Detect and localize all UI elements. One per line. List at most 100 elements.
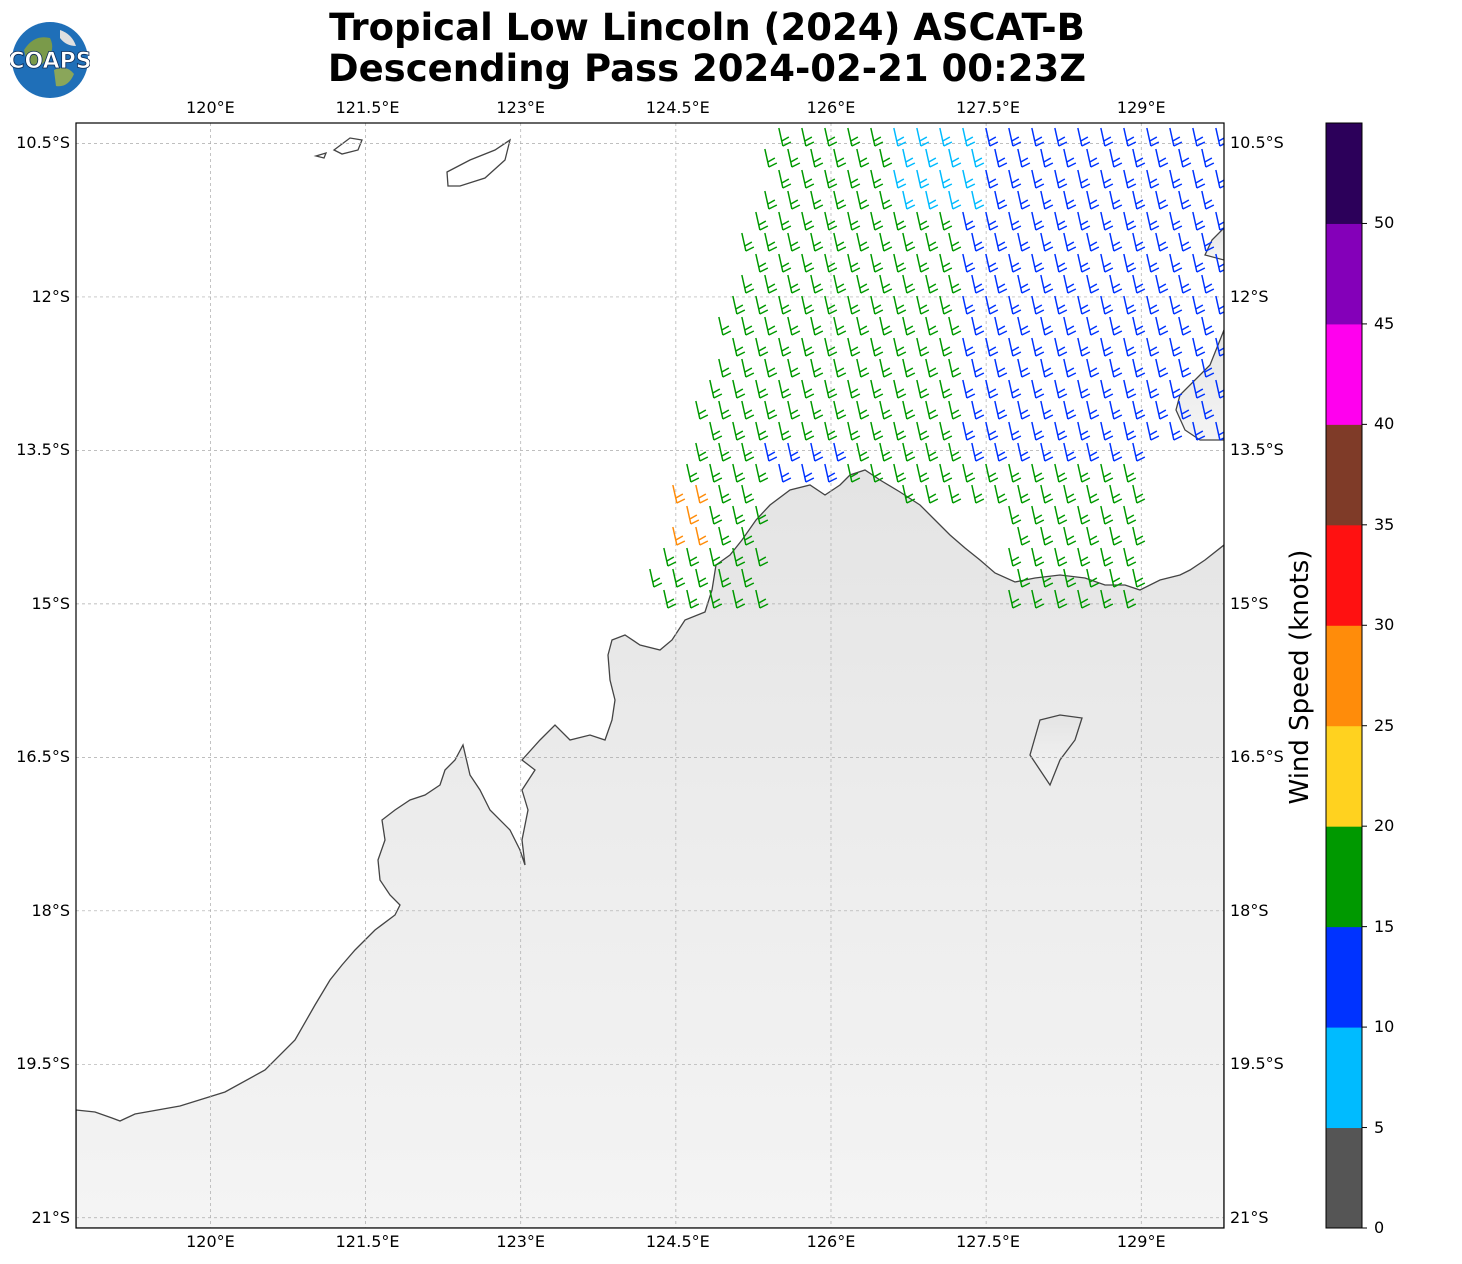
wind-barb xyxy=(1178,358,1192,378)
coaps-logo: COAPS xyxy=(10,22,90,98)
lon-tick-top: 123°E xyxy=(496,98,546,117)
wind-barb xyxy=(916,253,930,273)
wind-barb xyxy=(810,190,824,210)
lon-tick-top: 120°E xyxy=(186,98,235,117)
colorbar-label: 40 xyxy=(1374,414,1395,434)
wind-barb xyxy=(1017,526,1031,546)
wind-barb xyxy=(847,421,861,441)
wind-barb xyxy=(1086,442,1100,462)
wind-barb xyxy=(1109,526,1123,546)
wind-barb xyxy=(994,148,1008,168)
wind-barb xyxy=(695,442,709,462)
wind-barb xyxy=(985,169,999,189)
wind-barb xyxy=(971,148,985,168)
wind-barb xyxy=(810,232,824,252)
wind-barb xyxy=(764,400,778,420)
wind-barb xyxy=(787,274,801,294)
wind-barb xyxy=(925,400,939,420)
wind-barb xyxy=(1132,232,1146,252)
wind-barb xyxy=(1123,169,1137,189)
wind-barb xyxy=(1132,484,1146,504)
colorbar-segment xyxy=(1326,323,1362,425)
wind-barb xyxy=(925,316,939,336)
wind-barb xyxy=(778,211,792,231)
wind-barb xyxy=(1008,253,1022,273)
wind-barb xyxy=(824,337,838,357)
wind-barb xyxy=(1086,232,1100,252)
australia-landmass xyxy=(76,469,1224,1228)
map-frame xyxy=(75,122,1225,1229)
wind-barb xyxy=(1063,274,1077,294)
wind-barb xyxy=(1063,526,1077,546)
lat-tick-right: 21°S xyxy=(1230,1207,1269,1227)
wind-barb xyxy=(663,547,677,567)
logo-text: COAPS xyxy=(10,49,90,74)
wind-barb xyxy=(709,589,723,609)
wind-barb xyxy=(709,379,723,399)
wind-barb xyxy=(1132,316,1146,336)
wind-barb xyxy=(893,169,907,189)
wind-barb xyxy=(810,316,824,336)
wind-barb xyxy=(787,190,801,210)
wind-barb xyxy=(1063,316,1077,336)
wind-barb xyxy=(1054,253,1068,273)
wind-barb xyxy=(1100,379,1114,399)
wind-barb xyxy=(810,148,824,168)
wind-barb xyxy=(801,211,815,231)
wind-barb xyxy=(764,316,778,336)
wind-barb xyxy=(1100,463,1114,483)
wind-barb xyxy=(916,379,930,399)
wind-barb xyxy=(1201,316,1215,336)
wind-barb xyxy=(971,484,985,504)
wind-barb xyxy=(810,358,824,378)
colorbar-label: 35 xyxy=(1374,514,1395,534)
wind-barb xyxy=(778,421,792,441)
wind-barb xyxy=(1109,232,1123,252)
lon-tick-top: 126°E xyxy=(806,98,856,117)
wind-barb xyxy=(810,400,824,420)
wind-barb xyxy=(1155,232,1169,252)
wind-barb xyxy=(902,442,916,462)
wind-barb xyxy=(893,253,907,273)
wind-barb xyxy=(833,400,847,420)
wind-barb xyxy=(1201,400,1215,420)
wind-barb xyxy=(824,379,838,399)
wind-barb xyxy=(902,358,916,378)
wind-barb xyxy=(1008,505,1022,525)
wind-barb xyxy=(741,568,755,588)
wind-barb xyxy=(1146,295,1160,315)
wind-barb xyxy=(1086,400,1100,420)
wind-barb xyxy=(856,316,870,336)
wind-barb xyxy=(1063,442,1077,462)
wind-barb xyxy=(847,463,861,483)
colorbar-label: 20 xyxy=(1374,816,1395,836)
wind-barb xyxy=(810,274,824,294)
wind-barb xyxy=(1123,421,1137,441)
wind-barb xyxy=(1017,358,1031,378)
wind-barb xyxy=(824,463,838,483)
wind-barb xyxy=(801,127,815,147)
wind-barb xyxy=(755,379,769,399)
wind-barb xyxy=(1132,442,1146,462)
wind-barb xyxy=(1201,148,1215,168)
wind-barb xyxy=(856,442,870,462)
colorbar-label: 50 xyxy=(1374,213,1395,233)
wind-barb xyxy=(801,379,815,399)
lon-tick-bottom: 129°E xyxy=(1116,1232,1166,1251)
wind-barb xyxy=(1169,379,1183,399)
wind-barb xyxy=(1123,379,1137,399)
wind-barb xyxy=(985,127,999,147)
lat-tick-right: 19.5°S xyxy=(1230,1054,1284,1074)
wind-barb xyxy=(1008,337,1022,357)
wind-barb xyxy=(1123,505,1137,525)
wind-barb xyxy=(971,274,985,294)
wind-barb xyxy=(824,421,838,441)
wind-barb xyxy=(1008,295,1022,315)
wind-barb xyxy=(1017,232,1031,252)
wind-barb xyxy=(764,190,778,210)
wind-barb xyxy=(1169,253,1183,273)
wind-barb xyxy=(787,148,801,168)
wind-barb xyxy=(778,379,792,399)
wind-barb xyxy=(755,211,769,231)
wind-barb xyxy=(985,421,999,441)
